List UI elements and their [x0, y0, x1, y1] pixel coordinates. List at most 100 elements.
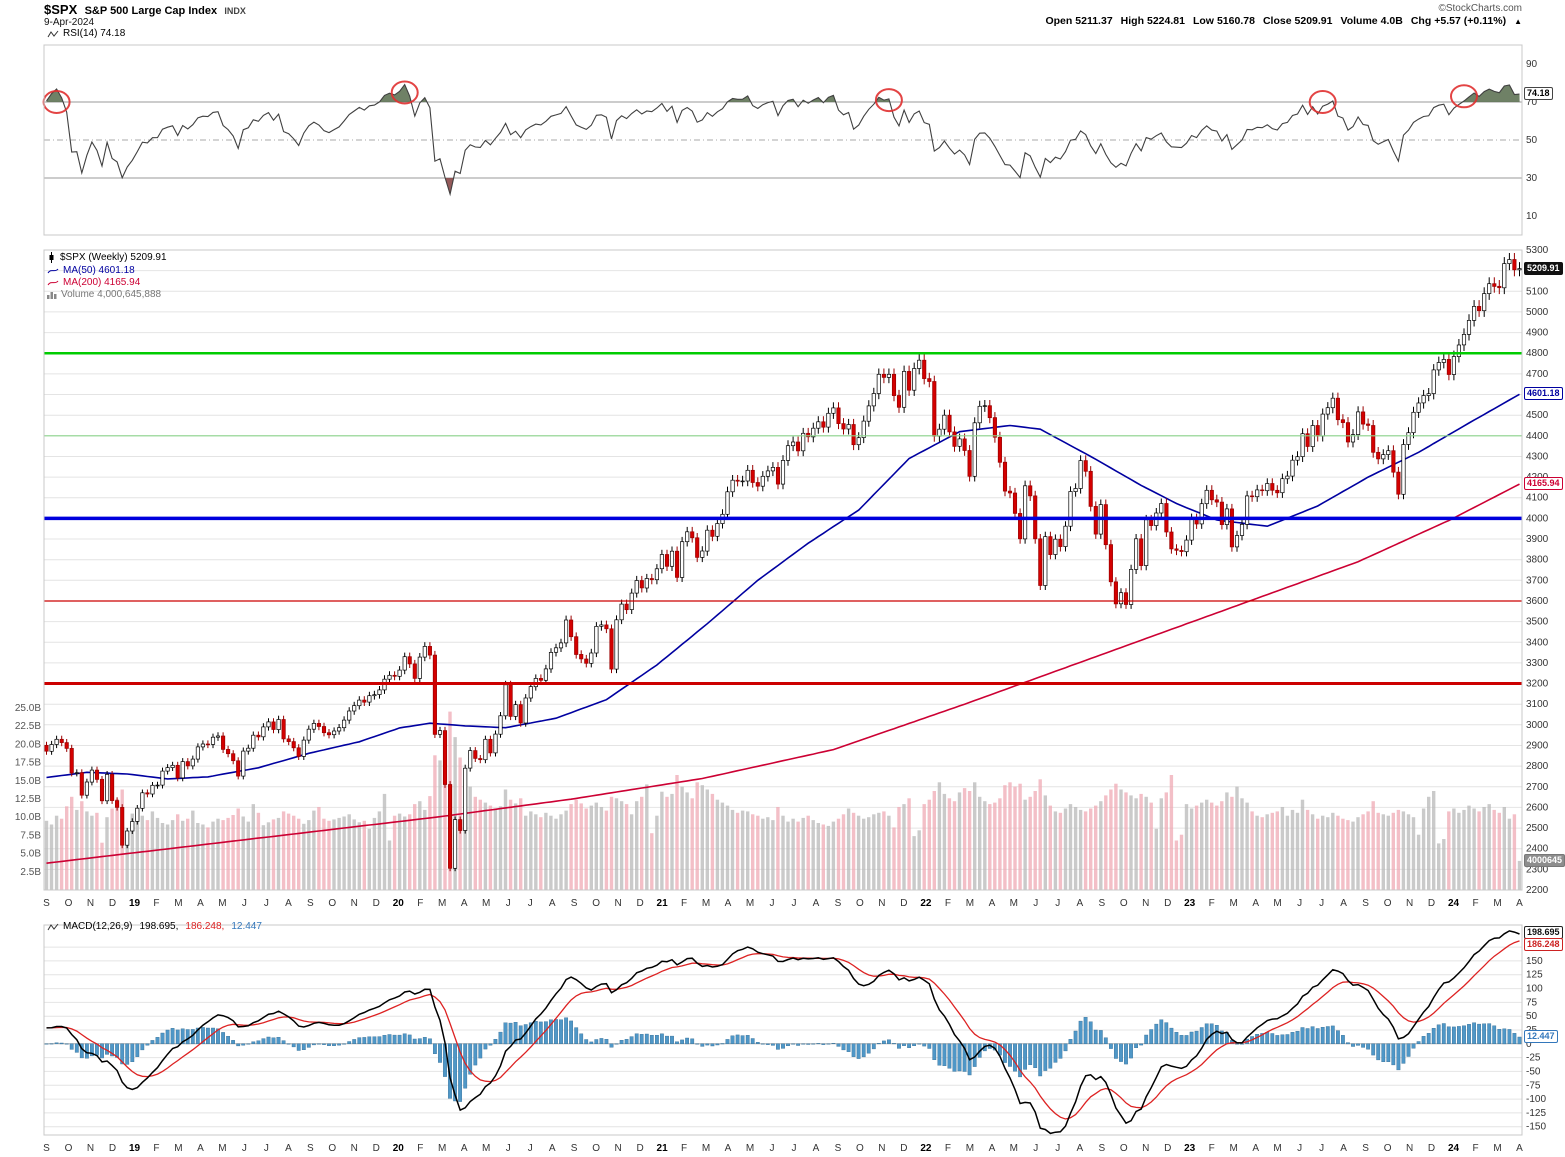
svg-text:4100: 4100	[1526, 493, 1549, 504]
svg-text:F: F	[945, 1143, 951, 1154]
rsi-annotation-circle	[1450, 84, 1478, 109]
svg-text:4000: 4000	[1526, 513, 1549, 524]
svg-text:N: N	[87, 898, 94, 909]
ma50-value-tag: 4601.18	[1524, 387, 1563, 400]
svg-text:4900: 4900	[1526, 328, 1549, 339]
rsi-legend: RSI(14) 74.18	[47, 28, 125, 39]
svg-text:D: D	[1164, 1143, 1171, 1154]
svg-text:19: 19	[129, 898, 141, 909]
ma200-line-icon	[47, 280, 59, 285]
svg-text:A: A	[1252, 898, 1259, 909]
svg-text:O: O	[856, 1143, 864, 1154]
svg-text:3200: 3200	[1526, 679, 1549, 690]
change-up-arrow-icon: ▲	[1514, 17, 1522, 26]
svg-text:J: J	[770, 1143, 775, 1154]
svg-text:100: 100	[1526, 984, 1543, 995]
ma200-value-tag: 4165.94	[1524, 477, 1563, 490]
svg-text:3600: 3600	[1526, 596, 1549, 607]
price-axis-labels: 2200 2300 2400 2500 2600 2700 2800 2900 3000 3100…	[1526, 245, 1549, 896]
svg-text:N: N	[351, 1143, 358, 1154]
svg-text:21: 21	[657, 898, 669, 909]
svg-text:A: A	[549, 898, 556, 909]
svg-text:S: S	[307, 1143, 314, 1154]
exchange-label: INDX	[224, 6, 246, 16]
svg-text:20.0B: 20.0B	[15, 739, 41, 750]
svg-text:150: 150	[1526, 956, 1543, 967]
svg-text:A: A	[1516, 1143, 1523, 1154]
svg-text:J: J	[1055, 898, 1060, 909]
svg-text:J: J	[1033, 1143, 1038, 1154]
macd-series	[44, 930, 1522, 1135]
svg-text:A: A	[549, 1143, 556, 1154]
quote-label: Close	[1262, 15, 1292, 27]
svg-text:A: A	[197, 898, 204, 909]
ma50-line-icon	[47, 268, 59, 273]
svg-text:A: A	[461, 1143, 468, 1154]
svg-text:F: F	[945, 898, 951, 909]
macd-signal-value: 186.248,	[185, 921, 225, 932]
svg-text:A: A	[989, 898, 996, 909]
svg-text:24: 24	[1448, 898, 1460, 909]
svg-text:F: F	[417, 1143, 423, 1154]
quote-value: +5.57 (+0.11%)	[1434, 15, 1507, 27]
svg-text:2.5B: 2.5B	[20, 867, 41, 878]
svg-text:3300: 3300	[1526, 658, 1549, 669]
svg-text:F: F	[417, 898, 423, 909]
svg-text:O: O	[65, 1143, 73, 1154]
ma200-line	[46, 483, 1520, 864]
svg-text:4800: 4800	[1526, 348, 1549, 359]
svg-text:M: M	[218, 898, 226, 909]
svg-text:M: M	[702, 1143, 710, 1154]
svg-text:M: M	[1493, 898, 1501, 909]
svg-text:A: A	[813, 898, 820, 909]
ma50-legend: MA(50) 4601.18	[47, 265, 135, 276]
macd-hist-value: 12.447	[231, 921, 262, 932]
svg-text:J: J	[528, 1143, 533, 1154]
svg-text:30: 30	[1526, 173, 1538, 184]
svg-text:A: A	[813, 1143, 820, 1154]
macd-legend-name: MACD(12,26,9)	[63, 921, 133, 932]
svg-text:4300: 4300	[1526, 452, 1549, 463]
svg-text:22: 22	[920, 1143, 932, 1154]
svg-text:D: D	[636, 898, 643, 909]
volume-bars-icon	[47, 292, 57, 299]
svg-text:D: D	[1164, 898, 1171, 909]
svg-text:N: N	[614, 898, 621, 909]
svg-text:F: F	[153, 1143, 159, 1154]
svg-text:J: J	[264, 1143, 269, 1154]
ma200-legend-label: MA(200) 4165.94	[63, 277, 141, 288]
svg-text:J: J	[242, 1143, 247, 1154]
svg-text:O: O	[1120, 1143, 1128, 1154]
svg-text:A: A	[285, 898, 292, 909]
svg-text:N: N	[1142, 898, 1149, 909]
svg-text:2400: 2400	[1526, 844, 1549, 855]
svg-text:A: A	[1340, 1143, 1347, 1154]
svg-text:N: N	[351, 898, 358, 909]
svg-text:A: A	[725, 898, 732, 909]
symbol: $SPX	[44, 2, 78, 17]
price-panel: 2200 2300 2400 2500 2600 2700 2800 2900 3000 3100…	[15, 245, 1549, 909]
svg-text:N: N	[1142, 1143, 1149, 1154]
svg-text:-50: -50	[1526, 1066, 1541, 1077]
svg-text:A: A	[1252, 1143, 1259, 1154]
svg-text:-25: -25	[1526, 1053, 1541, 1064]
rsi-annotation-circle	[874, 88, 903, 113]
svg-text:F: F	[1209, 1143, 1215, 1154]
svg-text:50: 50	[1526, 135, 1538, 146]
svg-text:M: M	[218, 1143, 226, 1154]
svg-text:O: O	[65, 898, 73, 909]
svg-text:3800: 3800	[1526, 555, 1549, 566]
svg-text:M: M	[438, 1143, 446, 1154]
svg-text:24: 24	[1448, 1143, 1460, 1154]
svg-text:J: J	[1297, 898, 1302, 909]
svg-text:J: J	[1319, 1143, 1324, 1154]
svg-text:O: O	[856, 898, 864, 909]
svg-text:20: 20	[393, 898, 405, 909]
svg-text:S: S	[1362, 1143, 1369, 1154]
svg-text:S: S	[1362, 898, 1369, 909]
spx-legend: $SPX (Weekly) 5209.91	[47, 252, 167, 263]
svg-text:M: M	[966, 1143, 974, 1154]
svg-text:N: N	[614, 1143, 621, 1154]
chart-date: 9-Apr-2024	[44, 17, 95, 28]
svg-text:-100: -100	[1526, 1094, 1546, 1105]
